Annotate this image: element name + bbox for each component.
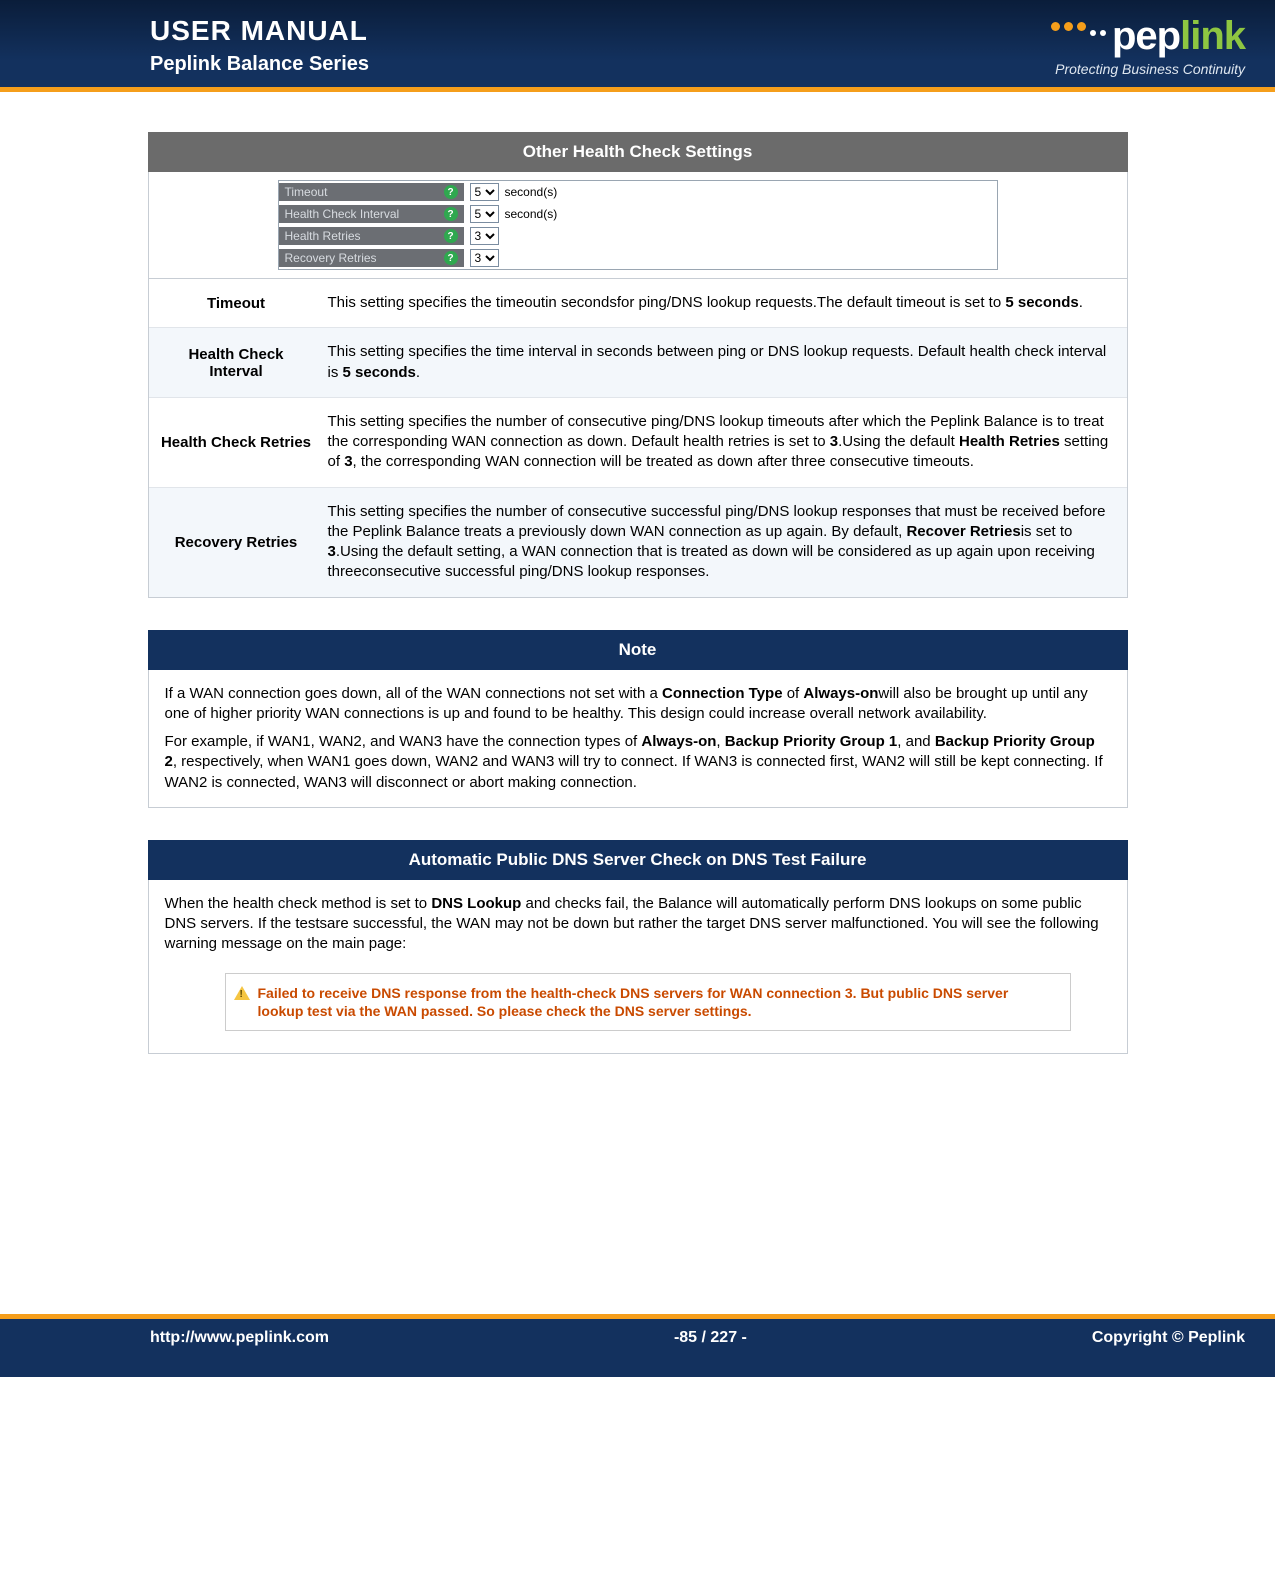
unit-label: second(s) bbox=[505, 207, 558, 221]
def-term: Recovery Retries bbox=[149, 488, 324, 597]
logo-dots-icon bbox=[1051, 22, 1106, 31]
help-icon[interactable]: ? bbox=[444, 207, 458, 221]
def-desc: This setting specifies the time interval… bbox=[324, 328, 1127, 397]
page-header: USER MANUAL Peplink Balance Series pepli… bbox=[0, 0, 1275, 92]
brand-logo: peplink bbox=[1051, 14, 1245, 59]
setting-row-interval: Health Check Interval ? 5 second(s) bbox=[279, 203, 997, 225]
setting-label: Timeout ? bbox=[279, 183, 464, 201]
recovery-retries-select[interactable]: 3 bbox=[470, 249, 499, 267]
manual-title: USER MANUAL bbox=[150, 15, 369, 47]
footer-copy: Copyright © Peplink bbox=[1092, 1329, 1245, 1347]
def-row-recovery-retries: Recovery Retries This setting specifies … bbox=[149, 487, 1127, 597]
section-title-dns: Automatic Public DNS Server Check on DNS… bbox=[148, 840, 1128, 880]
setting-label: Recovery Retries ? bbox=[279, 249, 464, 267]
def-desc: This setting specifies the number of con… bbox=[324, 488, 1127, 597]
definitions-table: Timeout This setting specifies the timeo… bbox=[148, 279, 1128, 598]
section-title-note: Note bbox=[148, 630, 1128, 670]
brand-tagline: Protecting Business Continuity bbox=[1051, 61, 1245, 77]
header-left: USER MANUAL Peplink Balance Series bbox=[150, 15, 369, 76]
settings-table: Timeout ? 5 second(s) Health Check Inter… bbox=[278, 180, 998, 270]
dns-warning-callout: Failed to receive DNS response from the … bbox=[225, 973, 1071, 1031]
page-content: Other Health Check Settings Timeout ? 5 … bbox=[148, 132, 1128, 1054]
help-icon[interactable]: ? bbox=[444, 185, 458, 199]
note-paragraph-1: If a WAN connection goes down, all of th… bbox=[165, 684, 1111, 725]
health-retries-select[interactable]: 3 bbox=[470, 227, 499, 245]
setting-value: 3 bbox=[464, 247, 997, 269]
help-icon[interactable]: ? bbox=[444, 229, 458, 243]
page-footer: http://www.peplink.com -85 / 227 - Copyr… bbox=[0, 1314, 1275, 1377]
unit-label: second(s) bbox=[505, 185, 558, 199]
header-right: peplink Protecting Business Continuity bbox=[1051, 14, 1245, 77]
note-paragraph-2: For example, if WAN1, WAN2, and WAN3 hav… bbox=[165, 732, 1111, 793]
help-icon[interactable]: ? bbox=[444, 251, 458, 265]
def-desc: This setting specifies the timeoutin sec… bbox=[324, 279, 1127, 327]
dns-paragraph: When the health check method is set to D… bbox=[165, 894, 1111, 955]
section-title-health-check: Other Health Check Settings bbox=[148, 132, 1128, 172]
setting-row-timeout: Timeout ? 5 second(s) bbox=[279, 181, 997, 203]
product-series: Peplink Balance Series bbox=[150, 53, 369, 76]
interval-select[interactable]: 5 bbox=[470, 205, 499, 223]
setting-value: 5 second(s) bbox=[464, 203, 997, 225]
setting-value: 3 bbox=[464, 225, 997, 247]
brand-wordmark: peplink bbox=[1112, 14, 1245, 59]
settings-screenshot: Timeout ? 5 second(s) Health Check Inter… bbox=[148, 172, 1128, 279]
setting-label: Health Check Interval ? bbox=[279, 205, 464, 223]
def-desc: This setting specifies the number of con… bbox=[324, 398, 1127, 487]
setting-value: 5 second(s) bbox=[464, 181, 997, 203]
timeout-select[interactable]: 5 bbox=[470, 183, 499, 201]
def-term: Health Check Interval bbox=[149, 328, 324, 397]
footer-url: http://www.peplink.com bbox=[150, 1329, 329, 1347]
dns-warning-text: Failed to receive DNS response from the … bbox=[258, 984, 1056, 1020]
brand-prefix: pep bbox=[1112, 14, 1180, 58]
dns-body: When the health check method is set to D… bbox=[148, 880, 1128, 1054]
footer-page: -85 / 227 - bbox=[674, 1329, 747, 1347]
setting-label: Health Retries ? bbox=[279, 227, 464, 245]
def-term: Timeout bbox=[149, 279, 324, 327]
def-row-timeout: Timeout This setting specifies the timeo… bbox=[149, 279, 1127, 327]
def-row-health-retries: Health Check Retries This setting specif… bbox=[149, 397, 1127, 487]
warning-icon bbox=[234, 986, 250, 1000]
setting-row-recovery-retries: Recovery Retries ? 3 bbox=[279, 247, 997, 269]
def-row-interval: Health Check Interval This setting speci… bbox=[149, 327, 1127, 397]
note-body: If a WAN connection goes down, all of th… bbox=[148, 670, 1128, 808]
setting-row-health-retries: Health Retries ? 3 bbox=[279, 225, 997, 247]
def-term: Health Check Retries bbox=[149, 398, 324, 487]
brand-suffix: link bbox=[1180, 14, 1245, 58]
